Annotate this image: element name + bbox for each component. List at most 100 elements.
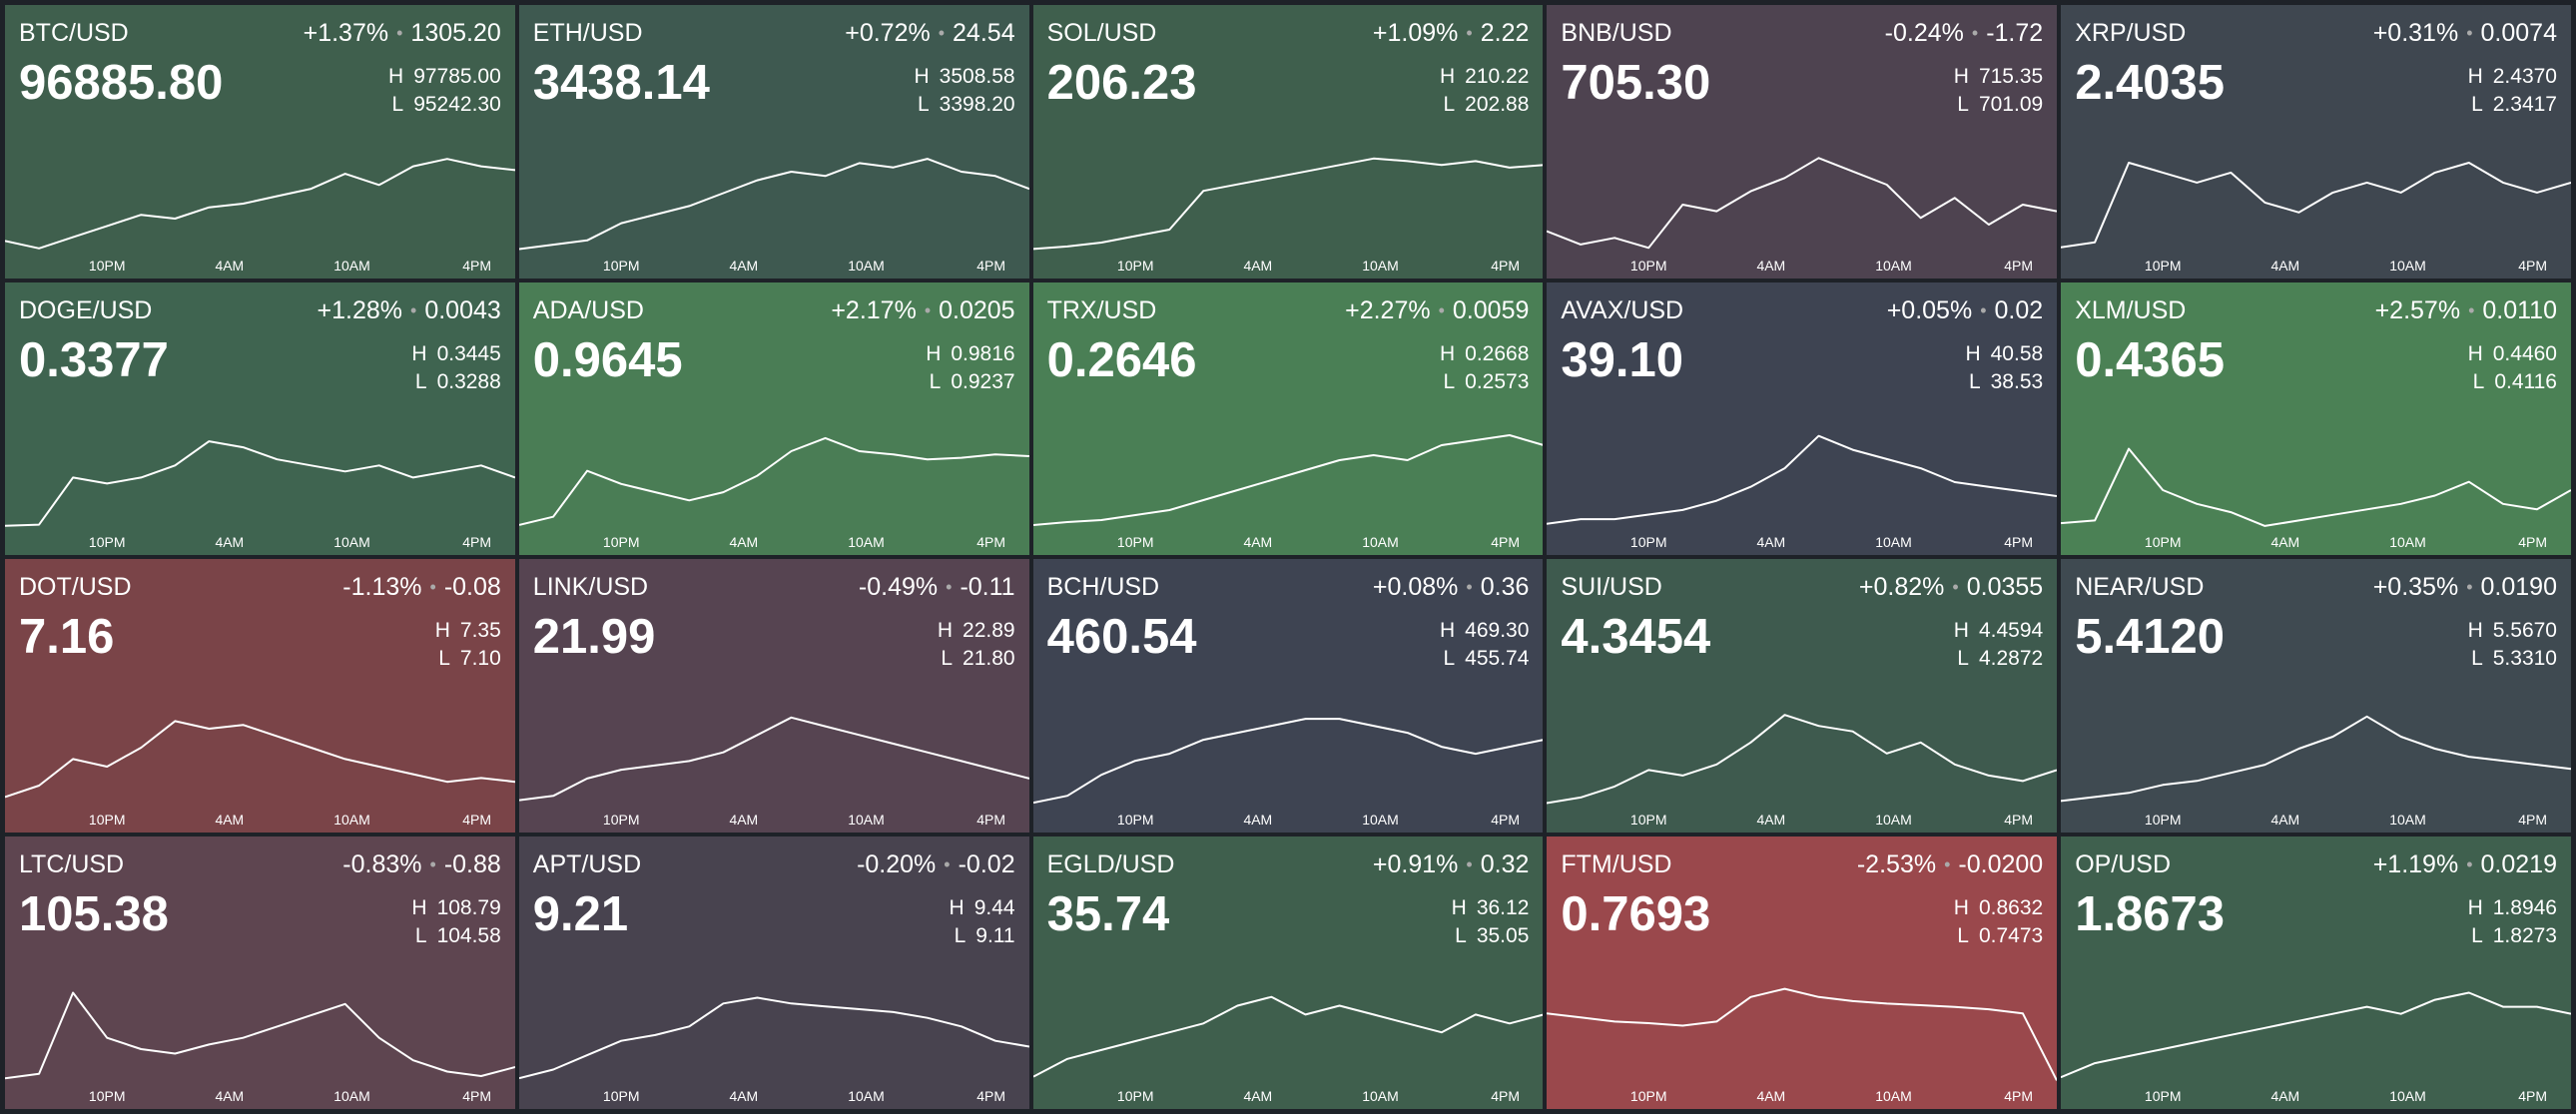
time-label: 10PM [1630, 812, 1667, 828]
separator: • [2466, 577, 2473, 597]
change-value: 0.32 [1480, 849, 1530, 878]
low: L 38.53 [1969, 370, 2043, 394]
sparkline-chart: 10PM 4AM 10AM 4PM [5, 440, 515, 550]
high-value: 0.4460 [2492, 341, 2557, 365]
low: L 0.3288 [415, 370, 501, 394]
pair-label: FTM/USD [1561, 849, 1672, 878]
price: 5.4120 [2075, 610, 2226, 664]
time-label: 10AM [1876, 534, 1913, 550]
pair-label: NEAR/USD [2075, 573, 2205, 601]
pair-label: APT/USD [532, 849, 642, 878]
high-value: 7.35 [459, 619, 501, 642]
sparkline-chart: 10PM 4AM 10AM 4PM [518, 157, 1029, 274]
time-label: 10PM [1117, 1088, 1154, 1104]
sparkline-chart: 10PM 4AM 10AM 4PM [5, 719, 515, 828]
high-label: H [388, 65, 404, 88]
pair-label: SUI/USD [1561, 573, 1662, 601]
time-label: 4AM [1243, 1088, 1272, 1104]
low-value: 21.80 [963, 647, 1015, 670]
sparkline-chart: 10PM 4AM 10AM 4PM [2061, 161, 2571, 274]
ticker-tile: BCH/USD +0.08% • 0.36 460.54 H 469.30 L 455.74 10… [1032, 559, 1544, 833]
change-percent: +0.82% [1858, 573, 1945, 601]
time-label: 4PM [462, 812, 491, 828]
time-label: 10AM [333, 258, 370, 274]
time-label: 10AM [1876, 258, 1913, 274]
low-label: L [1957, 923, 1969, 947]
change: +0.91% • 0.32 [1373, 850, 1529, 879]
time-label: 10AM [1362, 812, 1399, 828]
low-value: 1.8273 [2492, 923, 2557, 947]
separator: • [938, 23, 946, 43]
time-label: 10AM [1876, 812, 1913, 828]
change-percent: -2.53% [1856, 849, 1937, 878]
time-label: 10AM [1362, 1088, 1399, 1104]
low-label: L [414, 923, 427, 947]
high-label: H [1439, 619, 1456, 642]
pair-label: ETH/USD [532, 19, 643, 47]
high-label: H [914, 65, 930, 88]
high-label: H [411, 341, 427, 365]
change: +1.37% • 1305.20 [304, 19, 501, 48]
high-value: 40.58 [1990, 341, 2044, 365]
low-label: L [2471, 647, 2483, 670]
change: -0.83% • -0.88 [342, 850, 501, 879]
ticker-tile: SOL/USD +1.09% • 2.22 206.23 H 210.22 L 202.88 10… [1032, 5, 1544, 278]
pair-label: TRX/USD [1046, 295, 1157, 324]
sparkline-chart: 10PM 4AM 10AM 4PM [5, 991, 515, 1104]
sparkline [1032, 157, 1544, 250]
time-label: 4AM [215, 1088, 244, 1104]
price: 0.9645 [532, 332, 683, 387]
sparkline [1547, 156, 2058, 249]
time-label: 4AM [1757, 812, 1786, 828]
time-label: 10PM [1117, 258, 1154, 274]
sparkline-chart: 10PM 4AM 10AM 4PM [1547, 156, 2058, 274]
high-label: H [1953, 619, 1969, 642]
time-label: 4AM [729, 534, 758, 550]
high-value: 2.4370 [2492, 65, 2557, 88]
sparkline-chart: 10PM 4AM 10AM 4PM [2061, 715, 2571, 828]
sparkline [1032, 995, 1544, 1078]
low-label: L [954, 923, 966, 947]
time-label: 4PM [462, 258, 491, 274]
time-label: 10AM [1876, 1088, 1913, 1104]
pair-label: OP/USD [2075, 849, 2172, 878]
low-label: L [917, 93, 930, 116]
time-label: 4AM [215, 812, 244, 828]
low-label: L [941, 647, 954, 670]
change: -2.53% • -0.0200 [1857, 850, 2043, 879]
time-label: 4AM [215, 534, 244, 550]
change-percent: +0.31% [2372, 19, 2459, 47]
separator: • [1466, 853, 1473, 874]
time-label: 10PM [603, 1088, 640, 1104]
low-label: L [1443, 93, 1456, 116]
low: L 0.4116 [2473, 370, 2557, 394]
change-value: 2.22 [1480, 19, 1530, 47]
time-label: 10AM [1362, 534, 1399, 550]
time-label: 10AM [848, 534, 885, 550]
price: 206.23 [1046, 56, 1197, 110]
ticker-tile: SUI/USD +0.82% • 0.0355 4.3454 H 4.4594 L 4.2872… [1547, 559, 2058, 833]
separator: • [2466, 23, 2473, 43]
low-value: 7.10 [459, 647, 501, 670]
high-label: H [411, 895, 427, 919]
price: 0.3377 [19, 332, 169, 387]
sparkline [1547, 434, 2058, 525]
low: L 3398.20 [918, 93, 1015, 117]
price: 9.21 [532, 886, 629, 941]
time-label: 10PM [2145, 812, 2182, 828]
change-percent: +2.17% [831, 295, 917, 324]
change: +0.35% • 0.0190 [2373, 573, 2557, 602]
high-label: H [2467, 341, 2483, 365]
change: +0.31% • 0.0074 [2373, 19, 2557, 48]
low-value: 0.4116 [2494, 369, 2557, 393]
time-label: 10PM [603, 534, 640, 550]
ticker-tile: DOT/USD -1.13% • -0.08 7.16 H 7.35 L 7.10 10PM 4AM… [5, 559, 515, 833]
sparkline [2061, 161, 2571, 249]
time-label: 10AM [2389, 812, 2426, 828]
high: H 22.89 [938, 619, 1015, 643]
separator: • [1466, 23, 1473, 43]
high-label: H [434, 619, 450, 642]
price: 7.16 [19, 610, 115, 664]
high: H 0.3445 [411, 342, 500, 366]
